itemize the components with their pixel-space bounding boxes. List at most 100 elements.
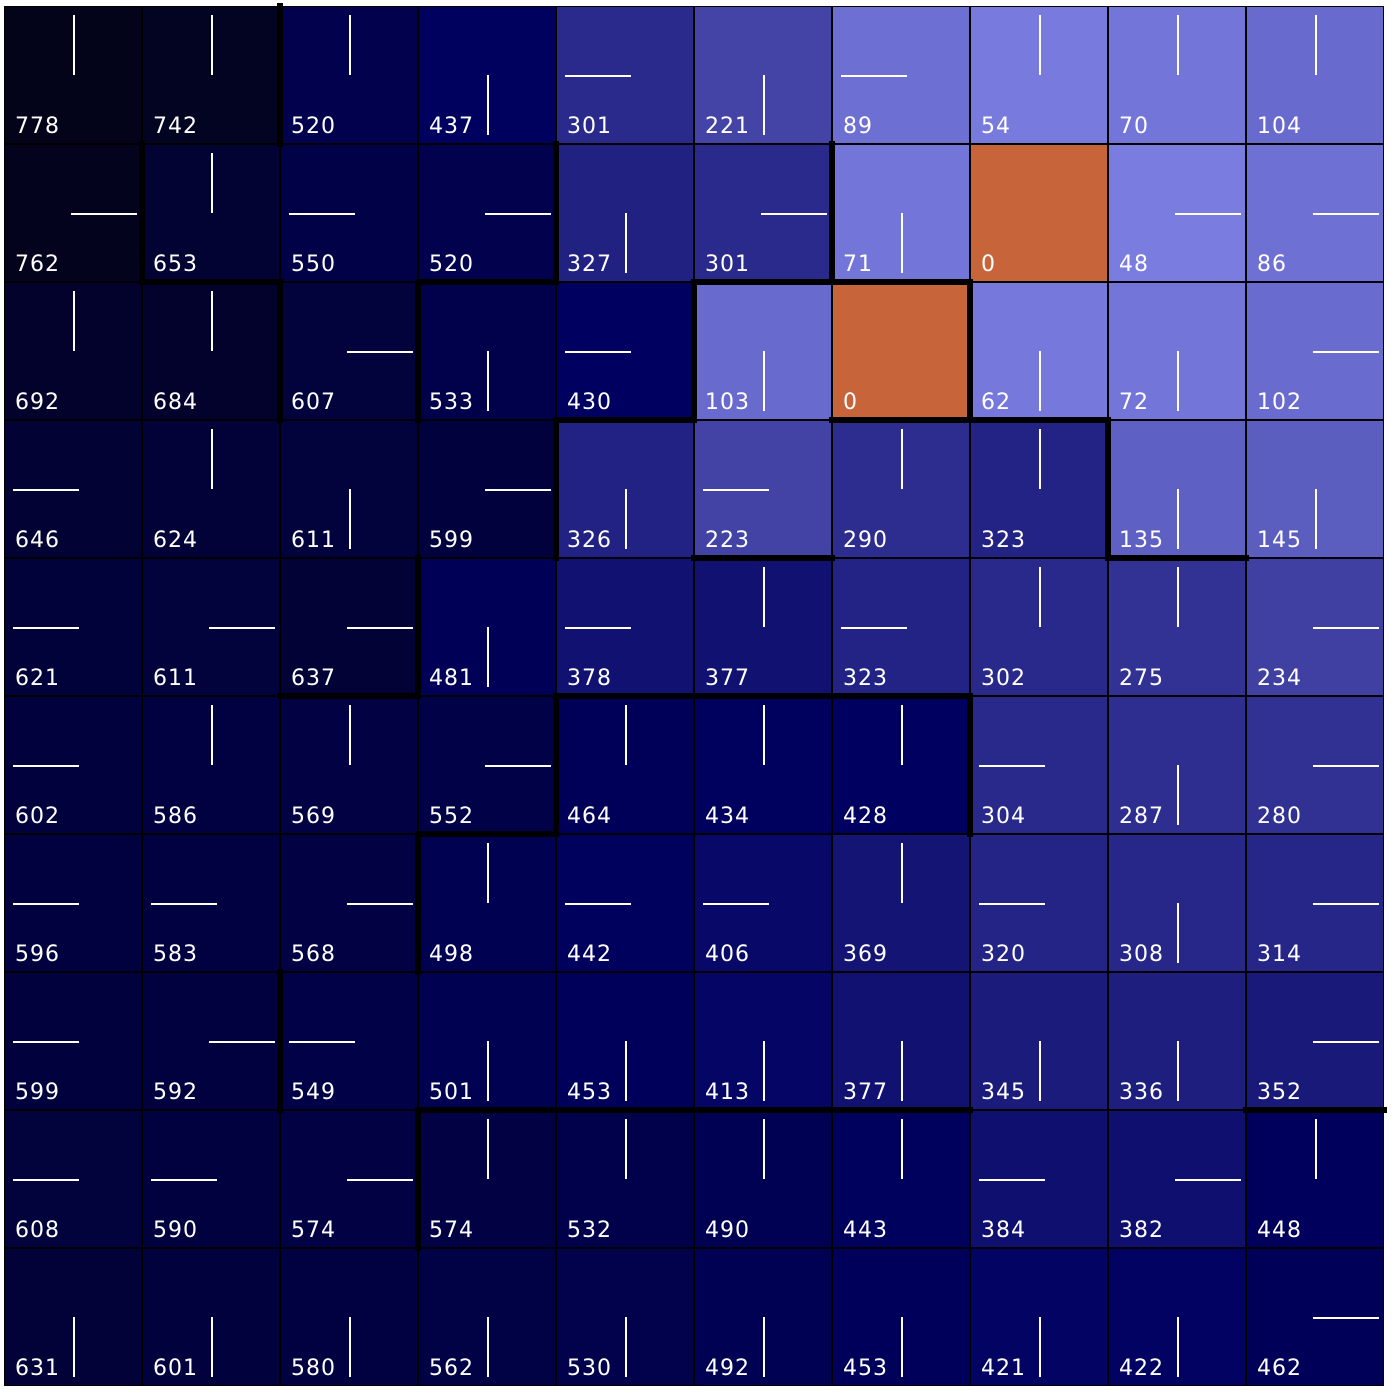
grid-cell: 437	[418, 6, 556, 144]
policy-arrow-down-icon	[1177, 1041, 1179, 1101]
cell-value: 580	[291, 1356, 336, 1381]
grid-cell: 453	[556, 972, 694, 1110]
grid-cell: 611	[280, 420, 418, 558]
grid-cell: 520	[280, 6, 418, 144]
cell-value: 434	[705, 804, 750, 829]
cell-value: 86	[1257, 252, 1287, 277]
grid-cell: 692	[4, 282, 142, 420]
cell-value: 453	[567, 1080, 612, 1105]
policy-arrow-right-icon	[1313, 765, 1379, 767]
cell-value: 549	[291, 1080, 336, 1105]
policy-arrow-down-icon	[625, 1317, 627, 1377]
policy-arrow-right-icon	[1313, 213, 1379, 215]
cell-value: 442	[567, 942, 612, 967]
policy-arrow-down-icon	[1177, 903, 1179, 963]
policy-arrow-up-icon	[487, 843, 489, 903]
policy-arrow-left-icon	[565, 351, 631, 353]
grid-cell: 0	[832, 282, 970, 420]
maze-wall	[415, 1107, 973, 1113]
policy-arrow-down-icon	[1039, 1317, 1041, 1377]
grid-cell: 71	[832, 144, 970, 282]
cell-value: 70	[1119, 114, 1149, 139]
maze-wall	[553, 141, 559, 285]
policy-arrow-right-icon	[1175, 1179, 1241, 1181]
grid-cell: 498	[418, 834, 556, 972]
cell-value: 72	[1119, 390, 1149, 415]
grid-cell: 89	[832, 6, 970, 144]
policy-arrow-down-icon	[1177, 1317, 1179, 1377]
policy-arrow-right-icon	[485, 489, 551, 491]
cell-value: 443	[843, 1218, 888, 1243]
policy-arrow-up-icon	[73, 15, 75, 75]
grid-cell: 583	[142, 834, 280, 972]
policy-arrow-up-icon	[625, 705, 627, 765]
grid-cell: 501	[418, 972, 556, 1110]
policy-arrow-left-icon	[841, 627, 907, 629]
grid-cell: 406	[694, 834, 832, 972]
grid-cell: 637	[280, 558, 418, 696]
grid-cell: 596	[4, 834, 142, 972]
grid-cell: 135	[1108, 420, 1246, 558]
cell-value: 323	[981, 528, 1026, 553]
policy-arrow-up-icon	[211, 153, 213, 213]
cell-value: 103	[705, 390, 750, 415]
grid-cell: 448	[1246, 1110, 1384, 1248]
cell-value: 762	[15, 252, 60, 277]
maze-wall	[553, 693, 973, 699]
maze-wall	[829, 417, 1111, 423]
cell-value: 599	[15, 1080, 60, 1105]
policy-arrow-down-icon	[1177, 351, 1179, 411]
policy-arrow-up-icon	[1039, 567, 1041, 627]
cell-value: 574	[429, 1218, 474, 1243]
grid-cell: 611	[142, 558, 280, 696]
cell-value: 0	[843, 390, 858, 415]
policy-arrow-down-icon	[1315, 489, 1317, 549]
maze-wall	[691, 279, 697, 423]
cell-value: 742	[153, 114, 198, 139]
grid-cell: 345	[970, 972, 1108, 1110]
grid-cell: 601	[142, 1248, 280, 1386]
policy-arrow-up-icon	[73, 291, 75, 351]
cell-value: 336	[1119, 1080, 1164, 1105]
policy-arrow-up-icon	[763, 567, 765, 627]
policy-arrow-down-icon	[901, 213, 903, 273]
maze-wall	[277, 693, 421, 699]
grid-cell: 530	[556, 1248, 694, 1386]
policy-arrow-left-icon	[151, 1179, 217, 1181]
grid-cell: 352	[1246, 972, 1384, 1110]
grid-cell: 86	[1246, 144, 1384, 282]
cell-value: 48	[1119, 252, 1149, 277]
cell-value: 592	[153, 1080, 198, 1105]
policy-arrow-up-icon	[349, 15, 351, 75]
policy-arrow-left-icon	[289, 213, 355, 215]
cell-value: 608	[15, 1218, 60, 1243]
maze-wall	[415, 279, 421, 423]
cell-value: 492	[705, 1356, 750, 1381]
cell-value: 453	[843, 1356, 888, 1381]
cell-value: 574	[291, 1218, 336, 1243]
grid-cell: 607	[280, 282, 418, 420]
policy-arrow-up-icon	[1039, 15, 1041, 75]
grid-cell: 492	[694, 1248, 832, 1386]
cell-value: 653	[153, 252, 198, 277]
grid-cell: 378	[556, 558, 694, 696]
grid-cell: 464	[556, 696, 694, 834]
policy-arrow-up-icon	[763, 705, 765, 765]
policy-arrow-right-icon	[347, 1179, 413, 1181]
maze-wall	[415, 831, 559, 837]
grid-cell: 574	[418, 1110, 556, 1248]
policy-arrow-up-icon	[1315, 1119, 1317, 1179]
maze-wall	[1105, 417, 1111, 561]
grid-cell: 377	[694, 558, 832, 696]
policy-arrow-right-icon	[209, 1041, 275, 1043]
cell-value: 384	[981, 1218, 1026, 1243]
policy-arrow-right-icon	[1313, 903, 1379, 905]
grid-cell: 569	[280, 696, 418, 834]
cell-value: 102	[1257, 390, 1302, 415]
cell-value: 583	[153, 942, 198, 967]
grid-cell: 54	[970, 6, 1108, 144]
cell-value: 314	[1257, 942, 1302, 967]
cell-value: 378	[567, 666, 612, 691]
policy-arrow-right-icon	[1313, 351, 1379, 353]
maze-wall	[415, 279, 559, 285]
